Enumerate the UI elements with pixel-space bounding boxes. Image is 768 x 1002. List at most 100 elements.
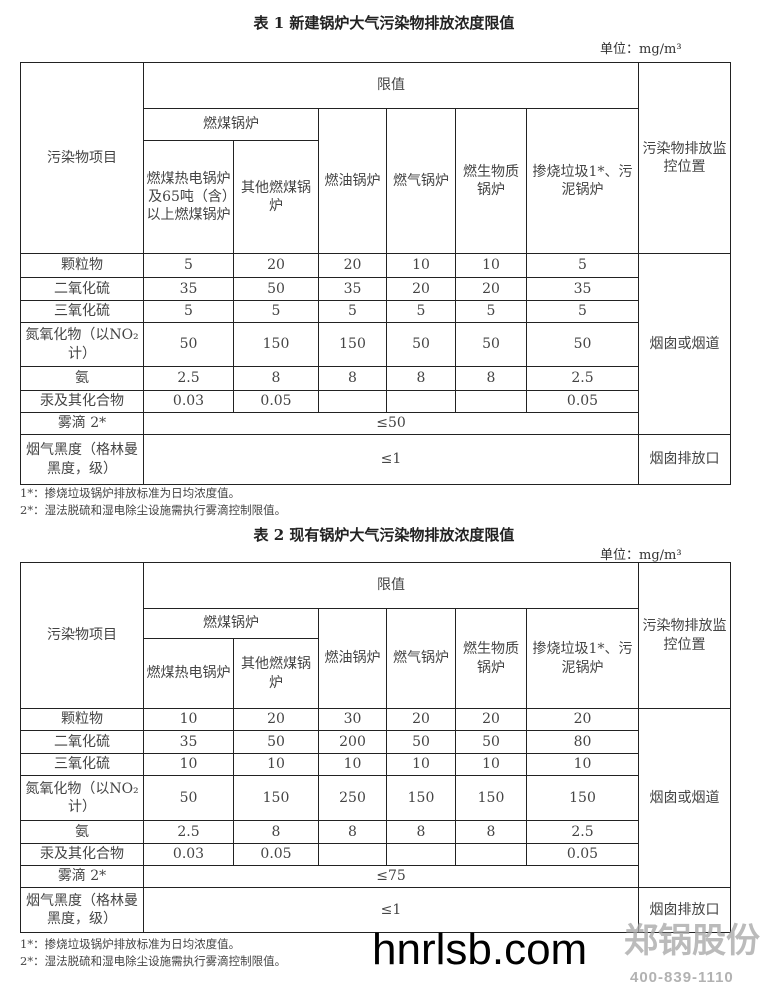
limit-value (455, 390, 527, 413)
limit-value: 30 (318, 708, 387, 731)
limit-value: 0.05 (233, 390, 319, 413)
unit-label: 单位：mg/m³ (600, 548, 682, 563)
monitor-location: 烟囱或烟道 (638, 253, 731, 435)
table-row: 氮氧化物（以NO₂计） 50 150 150 50 50 50 (20, 322, 731, 367)
header-monitor: 污染物排放监控位置 (638, 62, 731, 254)
limit-value: 20 (318, 253, 387, 278)
header-item: 污染物项目 (20, 562, 144, 709)
limit-value (455, 843, 527, 866)
limit-value: 10 (143, 708, 234, 731)
limit-value (318, 390, 387, 413)
limit-value: 5 (233, 300, 319, 323)
table-row: 颗粒物 10 20 30 20 20 20 烟囱或烟道 (20, 708, 731, 888)
limit-value (386, 843, 456, 866)
pollutant-name: 三氧化硫 (20, 300, 144, 323)
limit-value: 50 (455, 322, 527, 367)
limit-value: 150 (455, 775, 527, 821)
header-col: 燃生物质锅炉 (455, 608, 527, 709)
limit-value: 35 (318, 277, 387, 301)
header-monitor: 污染物排放监控位置 (638, 562, 731, 709)
table-row: 汞及其化合物 0.03 0.05 0.05 (20, 843, 731, 866)
limit-value: 150 (233, 322, 319, 367)
limit-value: 8 (455, 366, 527, 391)
header-limit: 限值 (143, 562, 639, 609)
header-col: 燃气锅炉 (386, 608, 456, 709)
limit-value: 20 (455, 277, 527, 301)
watermark-brand: 郑锅股份 (624, 922, 760, 960)
pollutant-name: 雾滴 2* (20, 865, 144, 888)
table-row: 雾滴 2* ≤75 (20, 865, 731, 888)
limit-value: 5 (143, 300, 234, 323)
limit-value: 8 (318, 366, 387, 391)
limit-value: 0.03 (143, 390, 234, 413)
table-title: 表 1 新建锅炉大气污染物排放浓度限值 (253, 14, 515, 32)
pollutant-name: 氮氧化物（以NO₂计） (20, 775, 144, 821)
limit-value: 35 (143, 277, 234, 301)
table-row: 烟气黑度（格林曼黑度，级） ≤1 烟囱排放口 (20, 434, 731, 485)
watermark-phone: 400-839-1110 (630, 969, 734, 986)
header-col: 燃煤热电锅炉及65吨（含）以上燃煤锅炉 (143, 140, 234, 254)
header-col: 燃生物质锅炉 (455, 108, 527, 254)
limit-value: 2.5 (143, 820, 234, 844)
limit-value: 50 (455, 730, 527, 754)
pollutant-name: 三氧化硫 (20, 753, 144, 776)
header-item: 污染物项目 (20, 62, 144, 254)
limit-value: ≤1 (143, 887, 639, 933)
limit-value: ≤75 (143, 865, 639, 888)
limit-value: 200 (318, 730, 387, 754)
limit-value: 20 (386, 708, 456, 731)
emission-table: 污染物项目 限值 污染物排放监控位置 燃煤锅炉 燃油锅炉 燃气锅炉 燃生物质锅炉 掺烧垃圾1*… (20, 562, 731, 933)
limit-value: 50 (233, 730, 319, 754)
limit-value: 10 (526, 753, 639, 776)
footnote: 1*：掺烧垃圾锅炉排放标准为日均浓度值。 (20, 486, 241, 500)
limit-value: 250 (318, 775, 387, 821)
header-col: 其他燃煤锅炉 (233, 140, 319, 254)
limit-value (318, 843, 387, 866)
header-col: 燃气锅炉 (386, 108, 456, 254)
unit-label: 单位：mg/m³ (600, 42, 682, 57)
limit-value: 5 (318, 300, 387, 323)
table-row: 氨 2.5 8 8 8 8 2.5 (20, 366, 731, 391)
limit-value: 2.5 (526, 366, 639, 391)
header-coal: 燃煤锅炉 (143, 108, 319, 141)
watermark-site: hnrlsb.com (372, 925, 588, 974)
limit-value: 50 (386, 730, 456, 754)
limit-value: 0.05 (233, 843, 319, 866)
table-row: 烟气黑度（格林曼黑度，级） ≤1 烟囱排放口 (20, 887, 731, 933)
pollutant-name: 汞及其化合物 (20, 843, 144, 866)
limit-value: 10 (143, 753, 234, 776)
limit-value: 5 (143, 253, 234, 278)
limit-value: 0.05 (526, 390, 639, 413)
table-row: 二氧化硫 35 50 35 20 20 35 (20, 277, 731, 301)
limit-value: 8 (386, 366, 456, 391)
limit-value: 50 (143, 775, 234, 821)
limit-value: 10 (318, 753, 387, 776)
header-col: 燃油锅炉 (318, 608, 387, 709)
limit-value: 5 (526, 300, 639, 323)
emission-table: 污染物项目 限值 污染物排放监控位置 燃煤锅炉 燃油锅炉 燃气锅炉 燃生物质锅炉 掺烧垃圾1*… (20, 62, 731, 485)
monitor-location: 烟囱排放口 (638, 434, 731, 485)
limit-value: 150 (386, 775, 456, 821)
header-col: 其他燃煤锅炉 (233, 638, 319, 709)
header-col: 燃煤热电锅炉 (143, 638, 234, 709)
limit-value: 50 (386, 322, 456, 367)
footnote: 1*：掺烧垃圾锅炉排放标准为日均浓度值。 (20, 937, 241, 951)
limit-value: 8 (233, 366, 319, 391)
limit-value: 2.5 (526, 820, 639, 844)
limit-value: ≤50 (143, 412, 639, 435)
limit-value: 50 (143, 322, 234, 367)
limit-value: 2.5 (143, 366, 234, 391)
table-row: 颗粒物 5 20 20 10 10 5 烟囱或烟道 (20, 253, 731, 435)
limit-value: 10 (455, 253, 527, 278)
footnote: 2*：湿法脱硫和湿电除尘设施需执行雾滴控制限值。 (20, 954, 287, 968)
footnote: 2*：湿法脱硫和湿电除尘设施需执行雾滴控制限值。 (20, 503, 287, 517)
pollutant-name: 汞及其化合物 (20, 390, 144, 413)
limit-value: 10 (233, 753, 319, 776)
pollutant-name: 颗粒物 (20, 253, 144, 278)
limit-value: 10 (455, 753, 527, 776)
limit-value: 5 (526, 253, 639, 278)
limit-value: 5 (386, 300, 456, 323)
limit-value (386, 390, 456, 413)
limit-value: 8 (318, 820, 387, 844)
limit-value: 80 (526, 730, 639, 754)
